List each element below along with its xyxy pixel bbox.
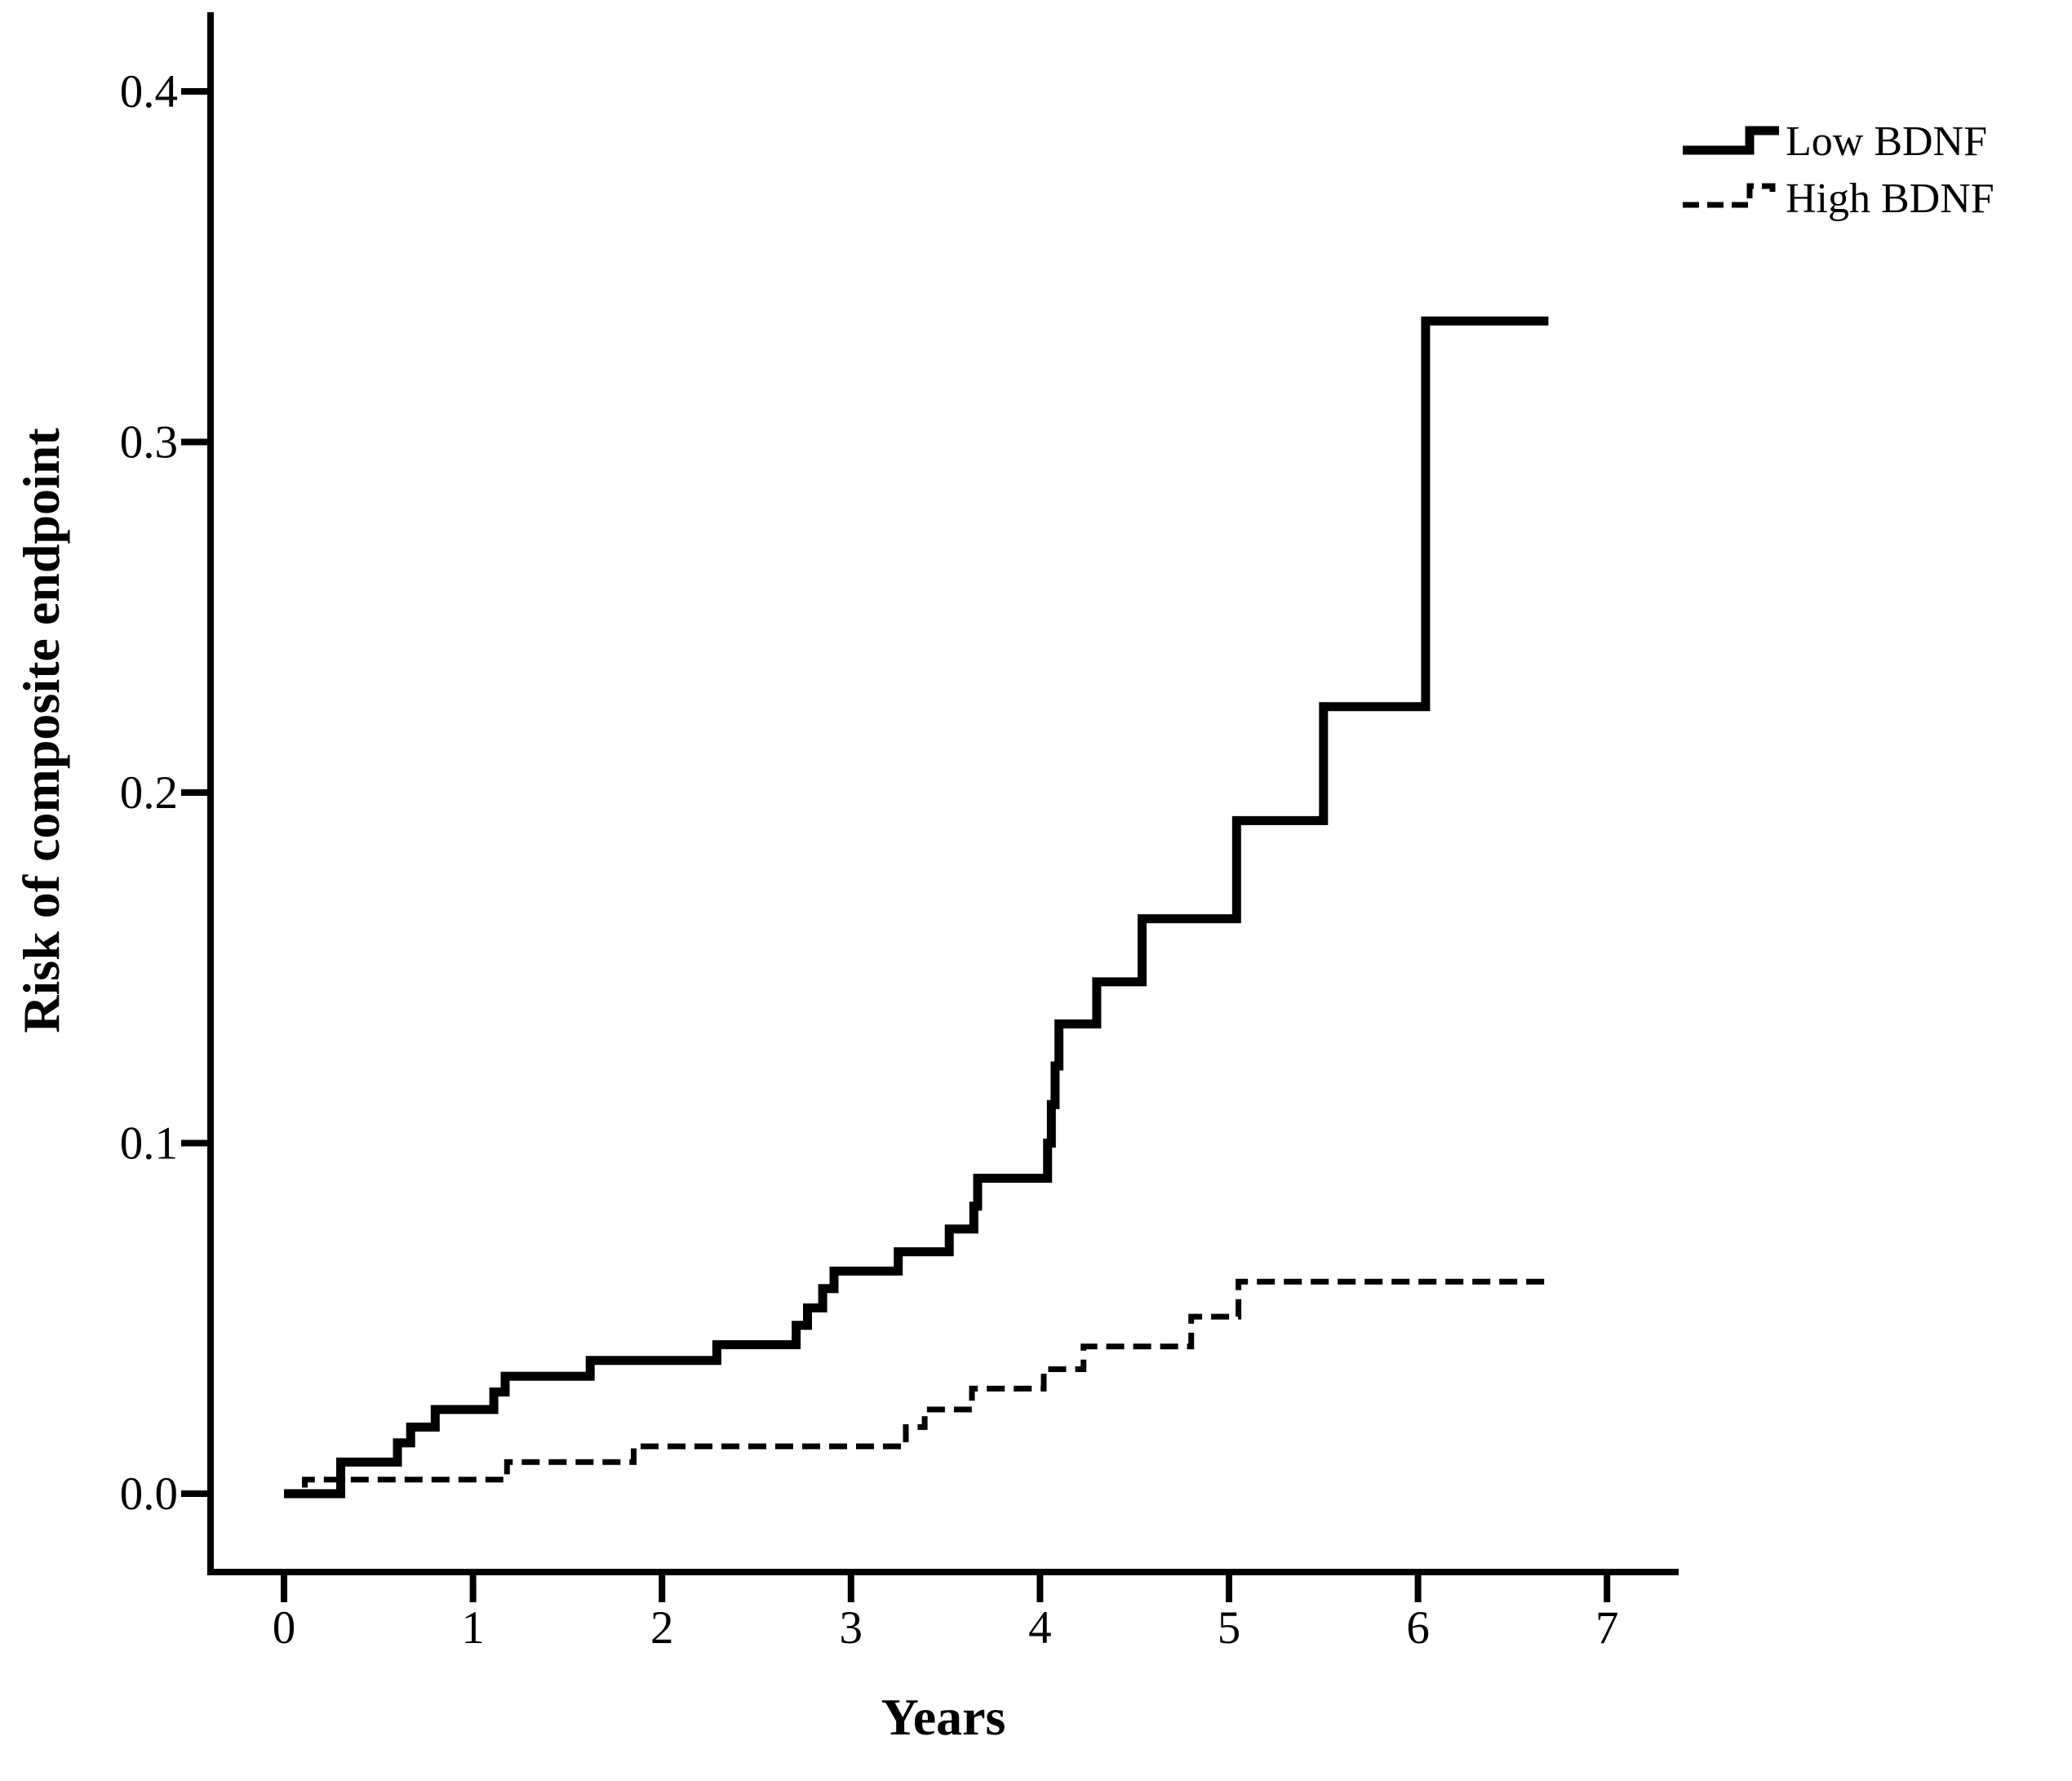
y-tick-label: 0.1 [120, 1118, 178, 1170]
x-tick-label: 7 [1595, 1602, 1619, 1654]
y-tick-label: 0.4 [120, 66, 178, 118]
x-tick-label: 3 [840, 1602, 863, 1654]
y-axis-ticks: 0.0 0.1 0.2 0.3 0.4 [120, 66, 211, 1520]
x-axis-title: Years [881, 1688, 1006, 1746]
legend: Low BDNF High BDNF [1683, 118, 1994, 222]
x-tick-label: 1 [461, 1602, 485, 1654]
x-tick-label: 2 [650, 1602, 674, 1654]
y-tick-label: 0.2 [120, 767, 178, 819]
x-tick-label: 0 [273, 1602, 296, 1654]
legend-low-bdnf-line-sample [1683, 126, 1779, 155]
y-axis-title: Risk of composite endpoint [12, 428, 70, 1033]
legend-high-bdnf-line-sample [1683, 183, 1776, 208]
y-tick-label: 0.3 [120, 417, 178, 469]
x-tick-label: 5 [1218, 1602, 1241, 1654]
high-bdnf-curve [284, 1278, 1551, 1497]
x-tick-label: 4 [1028, 1602, 1052, 1654]
legend-low-bdnf-label: Low BDNF [1786, 118, 1987, 165]
low-bdnf-curve [284, 316, 1549, 1499]
y-tick-label: 0.0 [120, 1468, 178, 1520]
x-axis-ticks: 0 1 2 3 4 5 6 7 [273, 1572, 1619, 1654]
x-tick-label: 6 [1406, 1602, 1430, 1654]
legend-high-bdnf-label: High BDNF [1786, 175, 1994, 222]
